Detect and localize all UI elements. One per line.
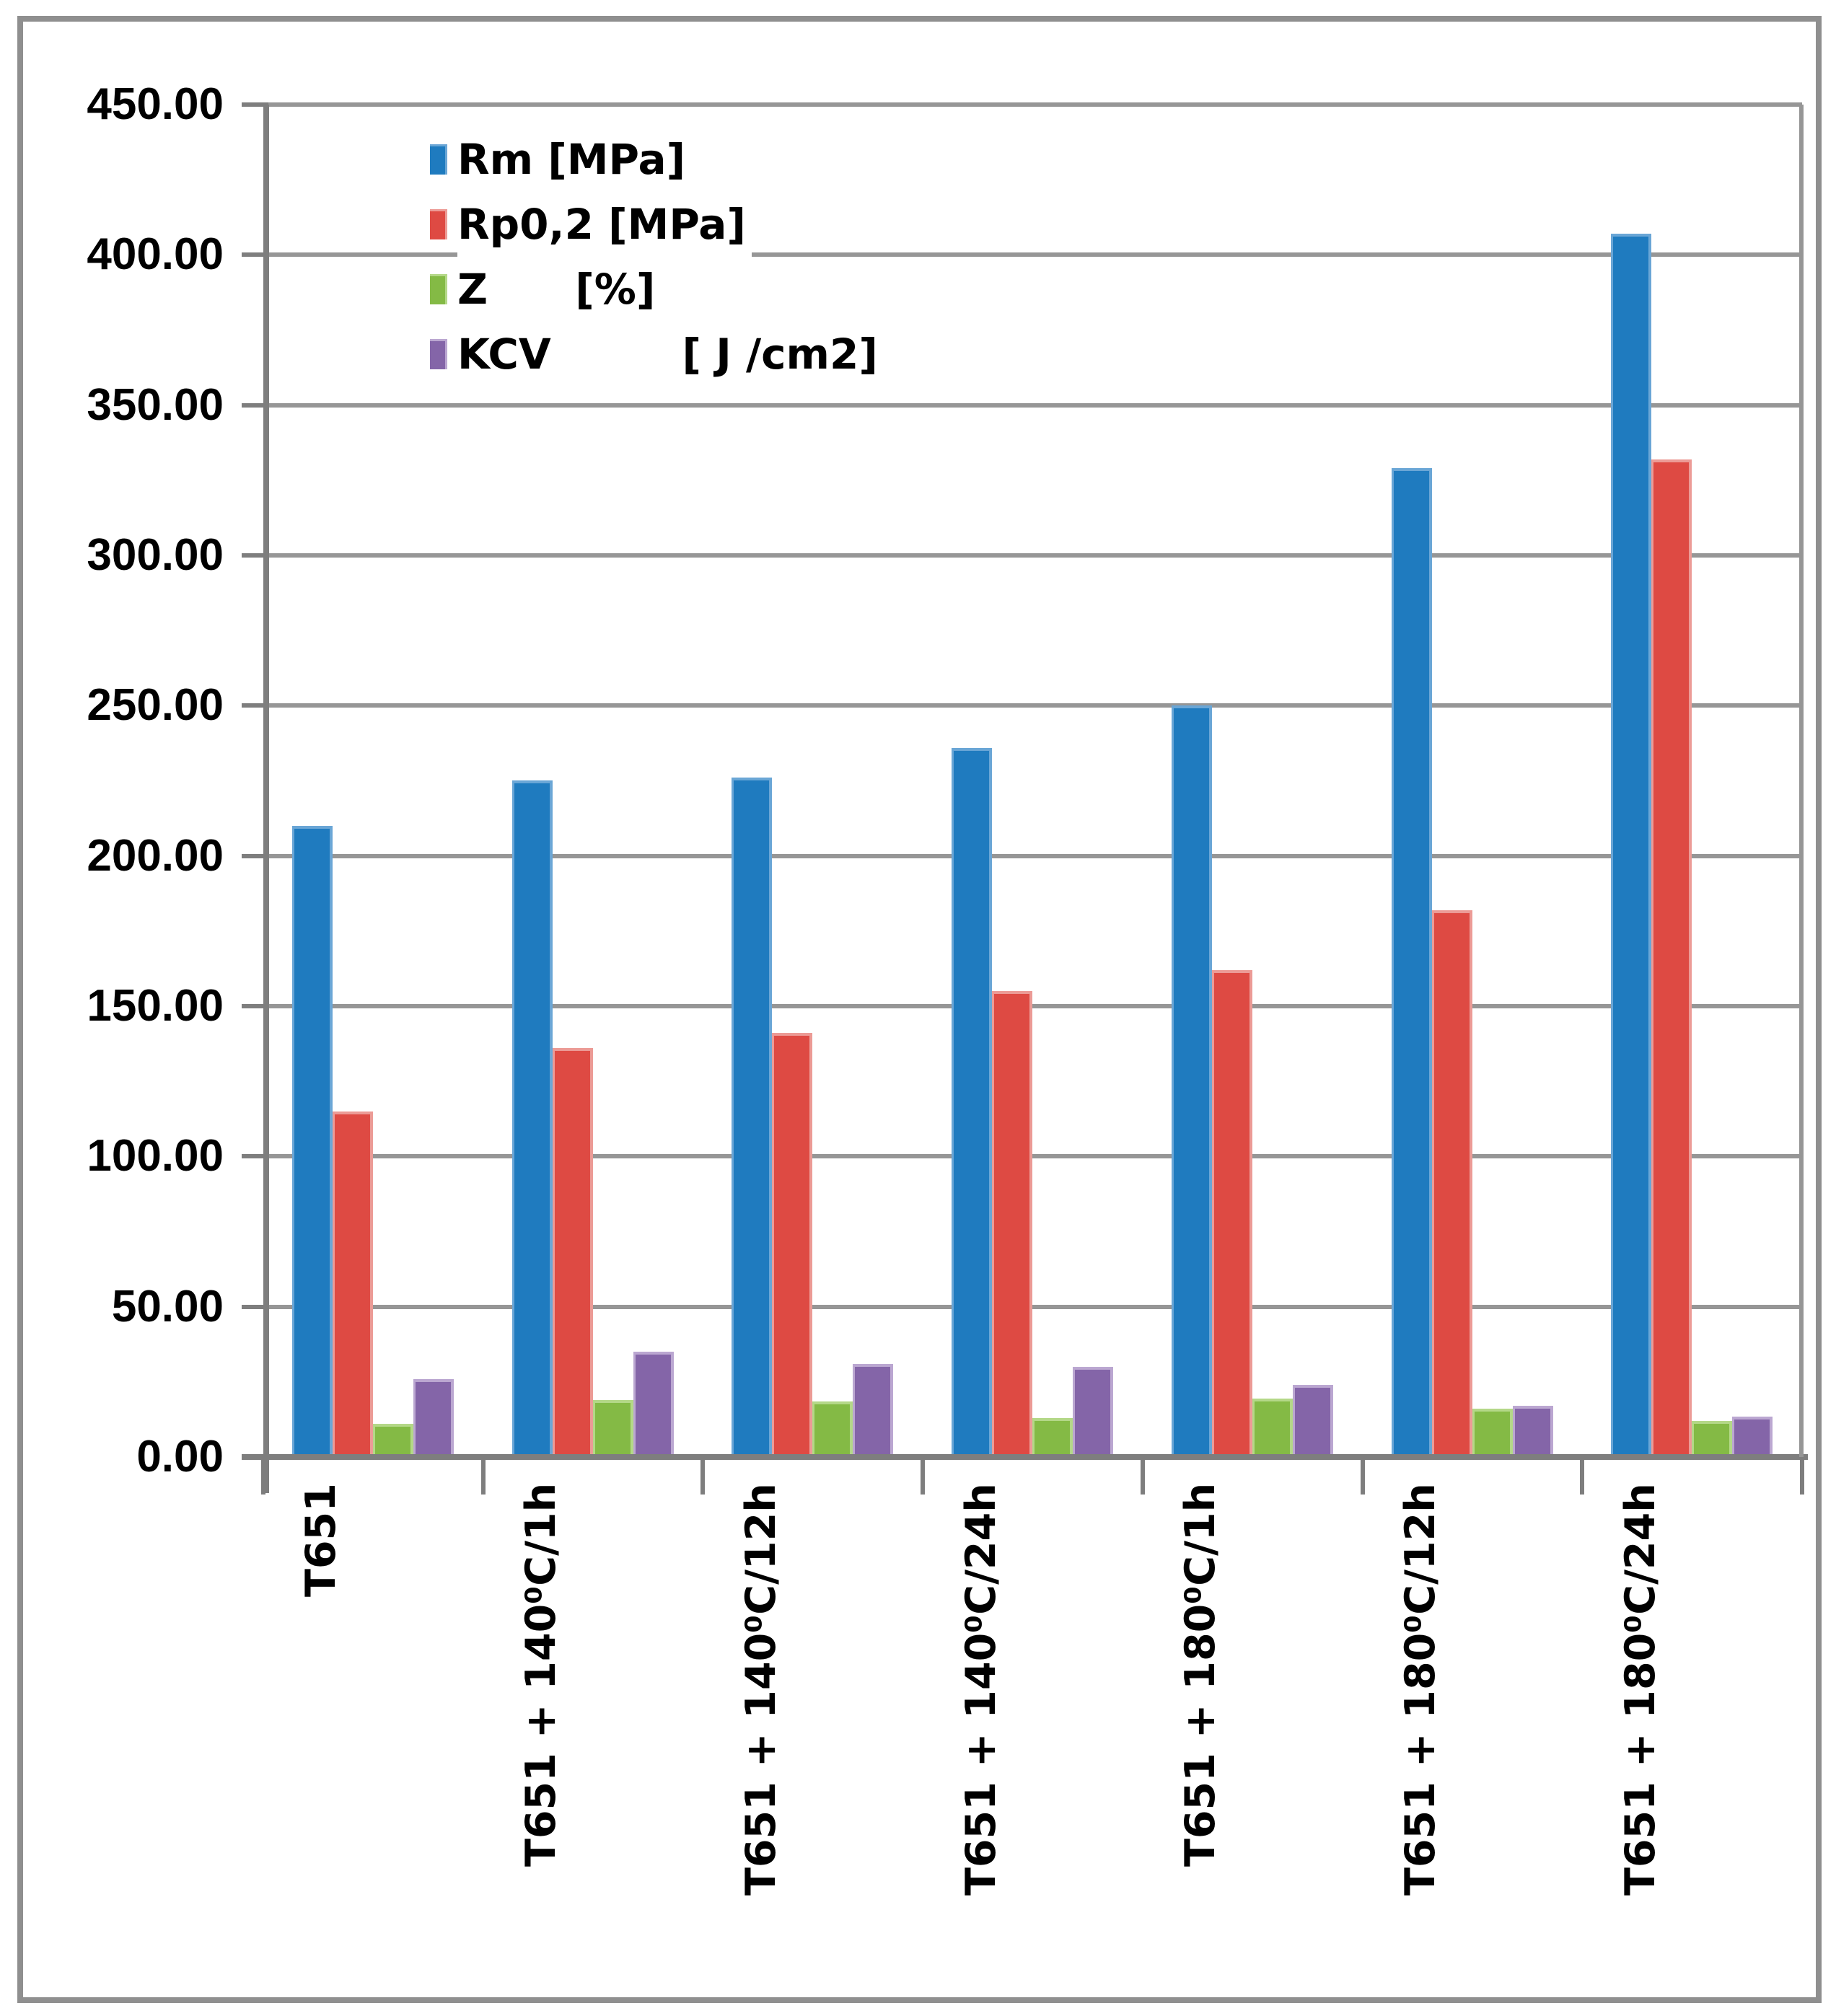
y-tick-label: 300.00 [87, 530, 224, 580]
chart-outer-border [17, 16, 1822, 2003]
gridline [263, 703, 1802, 708]
bar-z [1472, 1409, 1513, 1457]
y-tick-label: 450.00 [87, 79, 224, 129]
y-tick [242, 1154, 268, 1159]
legend-marker-swatch [430, 339, 447, 369]
bar-rm [292, 826, 333, 1457]
x-category-label: T651 + 140⁰C/1h [517, 1483, 565, 1867]
bar-rm [1611, 234, 1651, 1457]
y-tick-label: 0.00 [136, 1432, 224, 1482]
x-category-tick [481, 1457, 486, 1495]
y-tick-label: 350.00 [87, 379, 224, 430]
bar-z [1252, 1399, 1293, 1457]
gridline [263, 853, 1802, 858]
legend-label: Rp0,2 [MPa] [457, 192, 752, 257]
bar-rp02 [992, 991, 1032, 1457]
x-category-tick [1580, 1457, 1584, 1495]
legend-item: Z [%] [430, 257, 1079, 322]
x-category-tick [921, 1457, 925, 1495]
legend-marker-swatch [430, 209, 447, 239]
bar-rm [732, 778, 772, 1457]
legend-item: Rp0,2 [MPa] [430, 192, 1079, 257]
x-category-label: T651 + 140⁰C/24h [957, 1483, 1005, 1896]
x-category-tick [700, 1457, 705, 1495]
x-category-label: T651 + 180⁰C/12h [1397, 1483, 1444, 1896]
legend-label: KCV [ J /cm2] [457, 322, 884, 387]
bar-rp02 [772, 1033, 812, 1457]
x-category-label: T651 + 140⁰C/12h [737, 1483, 785, 1896]
y-tick [242, 703, 268, 708]
bar-kcv [853, 1364, 893, 1457]
legend-item: Rm [MPa] [430, 127, 1079, 192]
bar-kcv [1073, 1367, 1113, 1457]
y-tick [242, 1304, 268, 1309]
y-tick-label: 400.00 [87, 229, 224, 280]
y-tick [242, 402, 268, 408]
gridline [263, 102, 1802, 107]
bar-kcv [413, 1379, 454, 1457]
y-axis-line [263, 105, 269, 1493]
bar-z [373, 1424, 413, 1457]
bar-rp02 [333, 1112, 373, 1457]
gridline [263, 252, 1802, 257]
gridline [263, 1304, 1802, 1309]
y-tick [242, 1004, 268, 1008]
bar-rm [512, 780, 553, 1457]
y-tick-label: 150.00 [87, 981, 224, 1031]
bar-kcv [1513, 1406, 1553, 1457]
bar-kcv [1293, 1385, 1333, 1457]
bar-rp02 [1651, 459, 1692, 1457]
y-tick [242, 553, 268, 558]
legend-item: KCV [ J /cm2] [430, 322, 1079, 387]
x-category-label: T651 [297, 1483, 345, 1597]
y-tick [242, 102, 268, 107]
bar-rm [1172, 705, 1212, 1457]
bar-z [593, 1400, 633, 1457]
plot-right-border [1799, 105, 1804, 1457]
bar-rm [952, 748, 992, 1457]
gridline [263, 1004, 1802, 1008]
bar-z [1692, 1421, 1732, 1457]
y-tick-label: 50.00 [111, 1281, 224, 1331]
x-category-label: T651 + 180⁰C/24h [1617, 1483, 1664, 1896]
bar-z [812, 1401, 853, 1457]
legend-marker-swatch [430, 144, 447, 175]
gridline [263, 553, 1802, 558]
y-tick [242, 252, 268, 257]
bar-rp02 [1432, 910, 1472, 1457]
y-tick-label: 200.00 [87, 830, 224, 881]
x-category-tick [1361, 1457, 1365, 1495]
x-category-label: T651 + 180⁰C/1h [1177, 1483, 1224, 1867]
y-tick [242, 853, 268, 858]
gridline [263, 402, 1802, 408]
y-tick-label: 100.00 [87, 1131, 224, 1181]
bar-rp02 [1212, 970, 1252, 1457]
bar-rm [1392, 468, 1432, 1457]
x-axis-line [242, 1454, 1808, 1460]
bar-kcv [1732, 1417, 1773, 1457]
legend-label: Rm [MPa] [457, 127, 692, 192]
gridline [263, 1154, 1802, 1159]
bar-z [1032, 1418, 1073, 1457]
bar-rp02 [553, 1048, 593, 1457]
legend-marker-swatch [430, 274, 447, 304]
legend-label: Z [%] [457, 257, 662, 322]
x-category-tick [1141, 1457, 1145, 1495]
x-category-tick [1800, 1457, 1804, 1495]
bar-kcv [633, 1352, 674, 1457]
y-tick-label: 250.00 [87, 680, 224, 731]
